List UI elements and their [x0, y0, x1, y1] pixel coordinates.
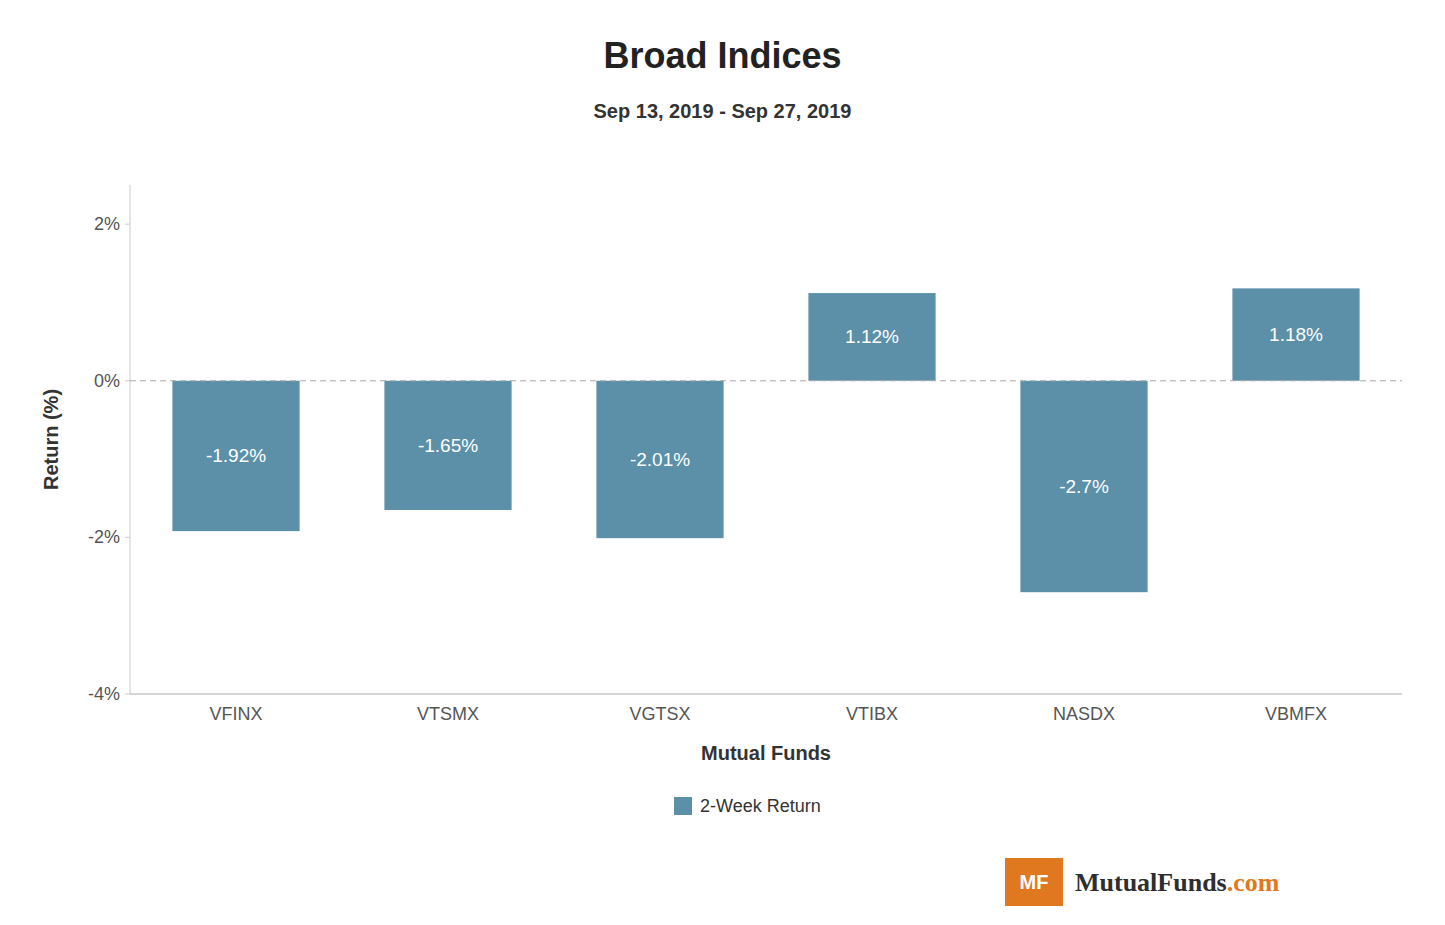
data-label: 1.12% [845, 326, 899, 347]
legend-label: 2-Week Return [700, 796, 821, 816]
bar [384, 381, 511, 510]
bars [172, 288, 1359, 592]
y-tick [125, 224, 130, 225]
y-tick-label: 2% [94, 214, 120, 234]
zero-line [130, 380, 1402, 381]
y-tick-label: -4% [88, 684, 120, 704]
y-axis: -4% -2% 0% 2% [88, 214, 130, 704]
x-tick-label: VBMFX [1265, 704, 1327, 724]
x-tick-label: VTIBX [846, 704, 898, 724]
logo-text: MutualFunds.com [1075, 868, 1280, 897]
y-tick [125, 537, 130, 538]
y-axis-label: Return (%) [40, 389, 62, 490]
bar [808, 293, 935, 381]
data-labels: -1.92% -1.65% -2.01% 1.12% -2.7% 1.18% [206, 324, 1323, 497]
data-label: 1.18% [1269, 324, 1323, 345]
data-label: -1.92% [206, 445, 266, 466]
y-tick-label: -2% [88, 527, 120, 547]
bar [596, 381, 723, 538]
x-tick-label: VFINX [209, 704, 262, 724]
chart-svg: Broad Indices Sep 13, 2019 - Sep 27, 2019… [0, 0, 1445, 925]
background [0, 0, 1445, 925]
x-axis-label: Mutual Funds [701, 742, 831, 764]
y-tick [125, 380, 130, 381]
logo-mark: MF [1020, 871, 1049, 893]
y-tick [125, 694, 130, 695]
x-tick-label: VTSMX [417, 704, 479, 724]
bar [172, 381, 299, 531]
y-axis-line [130, 185, 131, 694]
bar [1232, 288, 1359, 380]
x-axis-line [130, 694, 1402, 695]
x-tick-label: VGTSX [629, 704, 690, 724]
y-tick-label: 0% [94, 371, 120, 391]
logo: MF MutualFunds.com [1005, 858, 1280, 906]
data-label: -2.7% [1059, 476, 1109, 497]
logo-text-part: MutualFunds [1075, 868, 1227, 897]
data-label: -1.65% [418, 435, 478, 456]
subtitle: Sep 13, 2019 - Sep 27, 2019 [594, 100, 852, 122]
legend: 2-Week Return [674, 796, 821, 816]
chart-container: Broad Indices Sep 13, 2019 - Sep 27, 2019… [0, 0, 1445, 925]
x-tick-label: NASDX [1053, 704, 1115, 724]
logo-text-part: .com [1227, 868, 1280, 897]
logo-box [1005, 858, 1063, 906]
title: Broad Indices [603, 35, 841, 76]
bar [1020, 381, 1147, 592]
legend-swatch [674, 797, 692, 815]
data-label: -2.01% [630, 449, 690, 470]
